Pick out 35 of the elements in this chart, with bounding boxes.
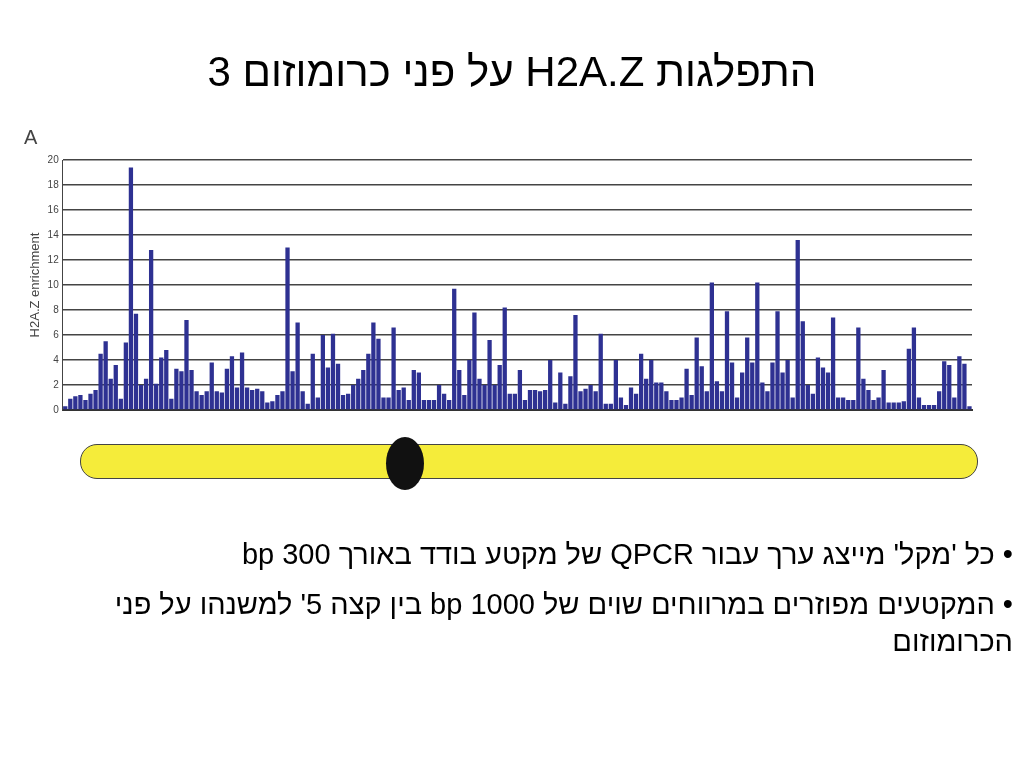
bar [128,167,134,410]
chart-title: התפלגות H2A.Z על פני כרומוזום 3 [206,48,818,96]
bar [830,317,836,410]
y-tick-label: 2 [53,378,60,390]
text: A [24,126,38,149]
bar [638,353,644,410]
y-tick-label: 16 [47,203,60,215]
y-axis-title: H2A.Z enrichment [27,232,43,338]
bar [320,335,326,410]
y-tick-label: 14 [47,228,60,240]
text: • המקטעים מפוזרים במרווחים שוים של 1000 bp בין קצה 5' למשנהו על פני הכרומוזום [113,587,1013,659]
bar [537,391,543,410]
bar [517,370,523,410]
bar [229,356,235,410]
y-tick-label: 20 [47,153,60,165]
text: • כל 'מקל' מייצג ערך עבור QPCR של מקטע בודד באורך 300 bp [240,537,1013,572]
y-tick-label: 12 [47,253,60,265]
bar [815,357,821,410]
y-tick-label: 4 [53,353,60,365]
y-tick-label: 18 [47,178,60,190]
bar [527,390,533,410]
bar [911,327,917,410]
bar [436,385,442,410]
bar [628,387,634,410]
bar [724,311,730,410]
y-tick-label: 0 [53,403,60,415]
y-tick-label: 6 [53,328,60,340]
y-tick-label: 8 [53,303,60,315]
bar [426,400,432,410]
bar [239,352,245,410]
bar [532,390,538,410]
bar [148,250,154,410]
y-tick-label: 10 [47,278,60,290]
bar [330,333,336,410]
bar [613,360,619,410]
